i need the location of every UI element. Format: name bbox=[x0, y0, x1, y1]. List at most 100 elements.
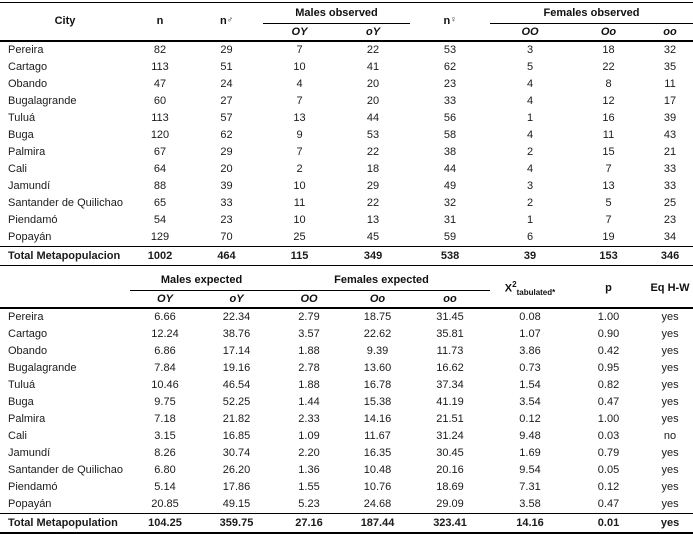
city-name: Santander de Quilichao bbox=[8, 464, 123, 476]
cell-value: 30.45 bbox=[436, 447, 464, 459]
cell-value: 62 bbox=[220, 129, 233, 141]
cell-value: 1.36 bbox=[298, 464, 320, 476]
n-label: n bbox=[219, 15, 227, 27]
n-males-column-header: n♂ bbox=[190, 3, 263, 42]
city-name: Piendamó bbox=[8, 481, 58, 493]
city-name: Pereira bbox=[8, 44, 44, 56]
data-row: Cartago 113 51 10 41 62 5 22 35 bbox=[0, 59, 693, 76]
cell-value: 56 bbox=[443, 112, 457, 124]
cell-value: 15.38 bbox=[363, 396, 392, 408]
cell-value: 9.39 bbox=[366, 345, 389, 357]
cell-value: 32 bbox=[663, 44, 677, 56]
cell-value: 25 bbox=[663, 197, 677, 209]
cell-value: 0.05 bbox=[597, 464, 620, 476]
cell-value: 18.75 bbox=[363, 311, 392, 323]
cell-value: 7 bbox=[296, 44, 303, 56]
cell-value: 10 bbox=[293, 214, 306, 226]
cell-value: 82 bbox=[153, 44, 167, 56]
cell-value: 0.42 bbox=[597, 345, 620, 357]
city-name: Cartago bbox=[8, 328, 48, 340]
city-name: Obando bbox=[8, 345, 48, 357]
male-symbol-icon: ♂ bbox=[226, 14, 234, 24]
cell-value: yes bbox=[661, 447, 679, 459]
cell-value: 10 bbox=[293, 180, 306, 192]
cell-value: yes bbox=[661, 362, 679, 374]
cell-value: 24 bbox=[220, 78, 233, 90]
city-name: Tuluá bbox=[8, 112, 36, 124]
cell-value: 113 bbox=[151, 61, 169, 73]
data-row: Jamundí 8.26 30.74 2.20 16.35 30.45 1.69 0.79 ye… bbox=[0, 445, 693, 462]
cell-value: 38 bbox=[443, 146, 457, 158]
city-name: Bugalagrande bbox=[8, 95, 77, 107]
cell-value: 346 bbox=[647, 246, 693, 266]
cell-value: 44 bbox=[366, 112, 380, 124]
group-header-row: Males expected Females expected X2tabula… bbox=[0, 270, 693, 296]
expected-table-body: Pereira 6.66 22.34 2.79 18.75 31.45 0.08 1.00 ye… bbox=[0, 308, 693, 533]
cell-value: 2 bbox=[526, 146, 534, 158]
cell-value: 0.47 bbox=[597, 498, 620, 510]
cell-value: 1.88 bbox=[298, 345, 320, 357]
cell-value: 538 bbox=[410, 246, 491, 266]
cell-value: 33 bbox=[220, 197, 233, 209]
cell-value: 27 bbox=[220, 95, 233, 107]
females-observed-group-header: Females observed bbox=[490, 2, 693, 24]
cell-value: 0.95 bbox=[597, 362, 620, 374]
cell-value: 120 bbox=[150, 129, 170, 141]
cell-value: no bbox=[663, 430, 677, 442]
cell-value: 10 bbox=[293, 61, 306, 73]
cell-value: 88 bbox=[153, 180, 167, 192]
cell-value: 23 bbox=[443, 78, 457, 90]
data-row: Santander de Quilichao 6.80 26.20 1.36 10.48… bbox=[0, 462, 693, 479]
cell-value: 70 bbox=[220, 231, 233, 243]
cell-value: 35.81 bbox=[436, 328, 464, 340]
cell-value: 3 bbox=[526, 180, 534, 192]
cell-value: 0.82 bbox=[597, 379, 620, 391]
cell-value: 39 bbox=[663, 112, 677, 124]
cell-value: 1.69 bbox=[519, 447, 541, 459]
total-label: Total Metapopulation bbox=[0, 513, 130, 533]
city-name: Jamundí bbox=[8, 180, 51, 192]
cell-value: 8.26 bbox=[154, 447, 176, 459]
genotype-oo-header: OO bbox=[521, 25, 539, 38]
genotype-oo3-header: oo bbox=[663, 25, 677, 38]
cell-value: 4 bbox=[526, 78, 534, 90]
cell-value: 13 bbox=[366, 214, 380, 226]
cell-value: 45 bbox=[366, 231, 380, 243]
n-label: n bbox=[443, 15, 451, 27]
city-name: Obando bbox=[8, 78, 48, 90]
data-row: Buga 120 62 9 53 58 4 11 43 bbox=[0, 127, 693, 144]
cell-value: 41.19 bbox=[436, 396, 464, 408]
cell-value: 7 bbox=[605, 163, 612, 175]
cell-value: 53 bbox=[443, 44, 457, 56]
data-row: Buga 9.75 52.25 1.44 15.38 41.19 3.54 0.47 yes bbox=[0, 394, 693, 411]
cell-value: 3.54 bbox=[519, 396, 541, 408]
cell-value: 46.54 bbox=[222, 379, 251, 391]
data-row: Cali 64 20 2 18 44 4 7 33 bbox=[0, 161, 693, 178]
cell-value: 6 bbox=[526, 231, 534, 243]
cell-value: 0.01 bbox=[570, 513, 648, 533]
cell-value: 21.51 bbox=[436, 413, 464, 425]
cell-value: 39 bbox=[220, 180, 233, 192]
cell-value: 26.20 bbox=[222, 464, 251, 476]
genotype-oy2-header: oY bbox=[365, 25, 381, 38]
cell-value: 33 bbox=[663, 163, 677, 175]
cell-value: 18.69 bbox=[436, 481, 464, 493]
cell-value: 11 bbox=[293, 197, 306, 209]
data-row: Palmira 67 29 7 22 38 2 15 21 bbox=[0, 144, 693, 161]
cell-value: 0.73 bbox=[519, 362, 541, 374]
cell-value: yes bbox=[661, 379, 679, 391]
cell-value: 21.82 bbox=[222, 413, 251, 425]
city-name: Buga bbox=[8, 129, 34, 141]
cell-value: 4 bbox=[526, 129, 534, 141]
cell-value: 18 bbox=[602, 44, 615, 56]
cell-value: 4 bbox=[526, 95, 534, 107]
city-column-header: City bbox=[54, 15, 76, 27]
cell-value: 12 bbox=[602, 95, 615, 107]
cell-value: 11 bbox=[602, 129, 615, 141]
genotype-header-row: OY oY OO Oo oo bbox=[0, 24, 693, 42]
cell-value: 16.78 bbox=[363, 379, 392, 391]
data-row: Jamundí 88 39 10 29 49 3 13 33 bbox=[0, 178, 693, 195]
data-row: Popayán 20.85 49.15 5.23 24.68 29.09 3.58 0.47 y… bbox=[0, 496, 693, 514]
males-expected-group-header: Males expected bbox=[130, 270, 274, 291]
cell-value: 5 bbox=[605, 197, 612, 209]
